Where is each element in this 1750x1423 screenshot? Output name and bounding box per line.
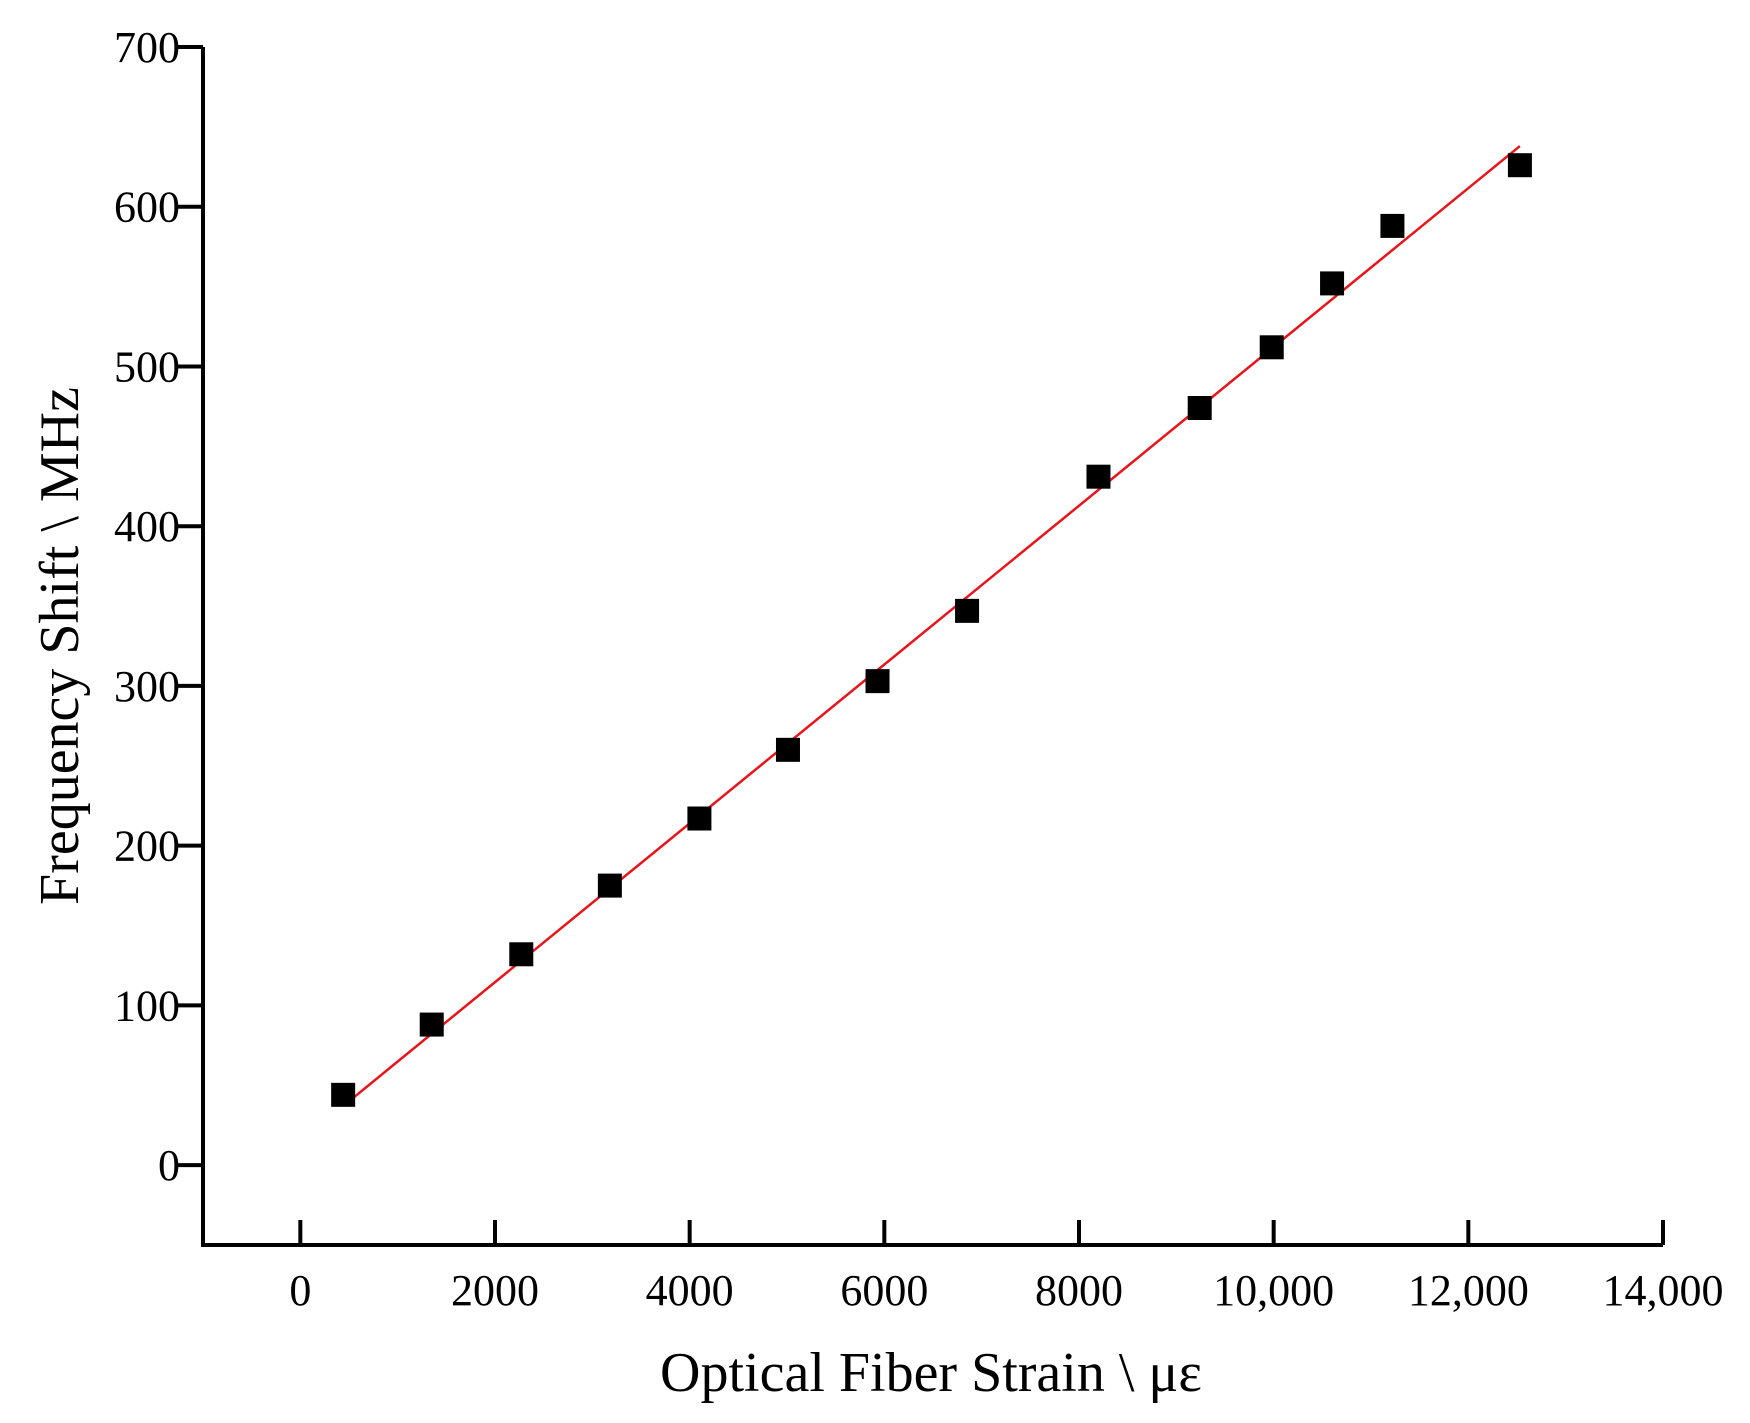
- data-point: [865, 669, 890, 694]
- x-axis-title: Optical Fiber Strain \ με: [660, 1342, 1202, 1404]
- data-point: [1380, 213, 1405, 238]
- y-tick-label: 300: [114, 662, 180, 711]
- data-point: [1187, 395, 1212, 420]
- y-axis-title: Frequency Shift \ MHz: [29, 387, 91, 905]
- data-point: [775, 737, 800, 762]
- data-point: [331, 1082, 356, 1107]
- data-point: [687, 806, 712, 831]
- data-points: [331, 153, 1532, 1107]
- data-point: [509, 942, 534, 967]
- y-tick-label: 100: [114, 981, 180, 1030]
- x-tick-label: 12,000: [1408, 1266, 1529, 1315]
- y-tick-label: 700: [114, 23, 180, 72]
- data-point: [1507, 153, 1532, 178]
- y-tick-label: 0: [158, 1141, 180, 1190]
- x-ticks: 0 2000 4000 6000 8000 10,000 12,000 14,000: [289, 1220, 1724, 1315]
- x-tick-label: 2000: [451, 1266, 539, 1315]
- y-tick-label: 200: [114, 822, 180, 871]
- x-tick-label: 14,000: [1603, 1266, 1724, 1315]
- y-tick-label: 500: [114, 342, 180, 391]
- x-tick-label: 0: [289, 1266, 311, 1315]
- x-tick-label: 6000: [840, 1266, 928, 1315]
- y-tick-label: 400: [114, 502, 180, 551]
- fit-lines: [342, 145, 1521, 1107]
- data-point: [1086, 464, 1111, 489]
- data-point: [1259, 335, 1284, 360]
- y-ticks: 0 100 200 300 400 500 600 700: [114, 23, 203, 1190]
- x-tick-label: 8000: [1035, 1266, 1123, 1315]
- data-point: [1320, 271, 1345, 296]
- data-point: [597, 873, 622, 898]
- data-point: [419, 1012, 444, 1037]
- fit-line: [342, 145, 1521, 1107]
- x-tick-label: 10,000: [1213, 1266, 1334, 1315]
- axes: [201, 47, 1663, 1247]
- x-tick-label: 4000: [646, 1266, 734, 1315]
- y-tick-label: 600: [114, 183, 180, 232]
- data-point: [955, 598, 980, 623]
